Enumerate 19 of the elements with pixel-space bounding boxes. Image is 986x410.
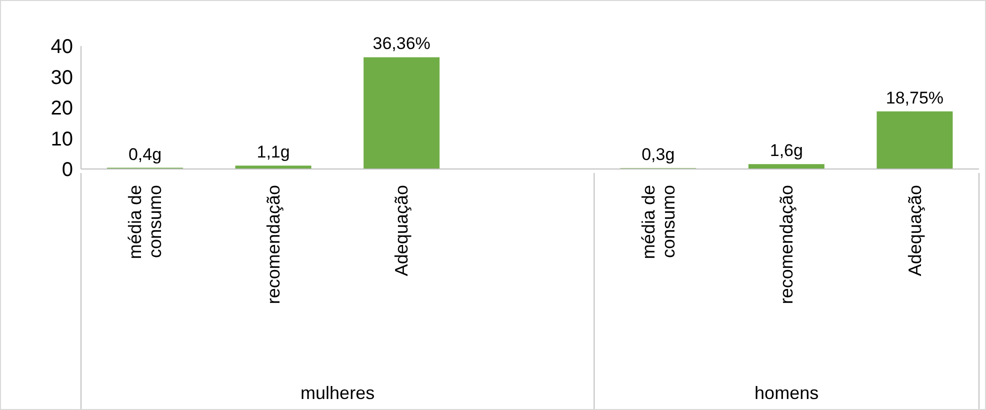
text: mulheres <box>300 383 375 403</box>
y-tick-label: 40 <box>50 36 73 58</box>
x-tick-label: média de consumo <box>638 185 678 260</box>
x-tick-label: Adequação <box>392 185 412 276</box>
x-tick-label: Adequação <box>904 185 925 276</box>
data-label: 36,36% <box>372 34 430 54</box>
x-tick-label: recomendação <box>263 185 284 304</box>
data-label: 0,3g <box>642 145 675 164</box>
y-tick-label: 20 <box>50 98 73 120</box>
y-tick-label: 30 <box>50 66 73 89</box>
x-tick-label: média de consumo <box>125 185 166 260</box>
data-label: 18,75% <box>886 88 944 108</box>
x-tick-label: recomendação <box>776 185 797 304</box>
data-label: 1,6g <box>770 141 803 160</box>
text: homens <box>754 383 819 403</box>
data-label: 1,1g <box>256 142 290 162</box>
data-label: 0,4g <box>128 144 162 164</box>
y-tick-label: 0 <box>62 159 73 182</box>
y-tick-label: 10 <box>50 128 73 150</box>
